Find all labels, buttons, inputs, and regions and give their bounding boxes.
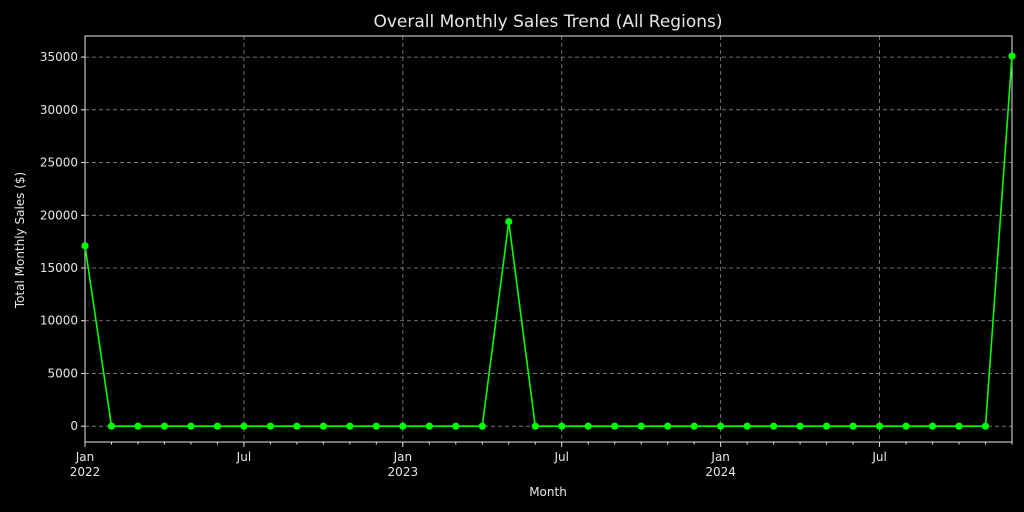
data-point bbox=[770, 422, 778, 430]
data-point bbox=[107, 422, 116, 430]
series-layer bbox=[81, 52, 1016, 430]
data-point bbox=[849, 422, 857, 430]
data-point bbox=[928, 422, 937, 430]
y-axis-label: Total Monthly Sales ($) bbox=[13, 172, 27, 309]
y-tick-label: 15000 bbox=[40, 261, 78, 275]
x-tick-label: Jul bbox=[554, 450, 569, 464]
grid-lines bbox=[84, 36, 1012, 442]
x-axis-label: Month bbox=[529, 485, 567, 499]
x-tick-year-label: 2023 bbox=[388, 465, 419, 479]
data-point bbox=[584, 422, 592, 430]
x-tick-label: Jan bbox=[393, 450, 413, 464]
chart-title: Overall Monthly Sales Trend (All Regions… bbox=[373, 12, 722, 32]
data-point bbox=[319, 422, 327, 430]
data-point bbox=[717, 422, 725, 430]
data-point bbox=[134, 422, 142, 430]
y-tick-label: 35000 bbox=[40, 50, 78, 64]
data-point bbox=[266, 422, 274, 430]
x-tick-year-label: 2024 bbox=[705, 465, 736, 479]
data-point bbox=[637, 422, 645, 430]
x-tick-year-label: 2022 bbox=[70, 465, 101, 479]
data-point bbox=[346, 422, 354, 430]
y-tick-label: 5000 bbox=[47, 366, 78, 380]
y-tick-label: 25000 bbox=[40, 156, 78, 170]
data-point bbox=[1008, 52, 1016, 60]
data-point bbox=[690, 422, 698, 430]
data-point bbox=[611, 422, 619, 430]
data-point bbox=[213, 422, 222, 430]
data-point bbox=[372, 422, 380, 430]
y-tick-label: 10000 bbox=[40, 314, 78, 328]
y-tick-label: 0 bbox=[70, 419, 78, 433]
y-tick-label: 20000 bbox=[40, 208, 78, 222]
data-point bbox=[240, 422, 248, 430]
data-point bbox=[478, 422, 486, 430]
data-point bbox=[452, 422, 460, 430]
data-point bbox=[187, 422, 195, 430]
data-point bbox=[425, 422, 433, 430]
data-point bbox=[955, 422, 963, 430]
data-point bbox=[902, 422, 910, 430]
data-point bbox=[81, 242, 89, 250]
data-point bbox=[823, 422, 831, 430]
data-point bbox=[981, 422, 990, 430]
x-tick-label: Jul bbox=[236, 450, 251, 464]
data-point bbox=[664, 422, 672, 430]
y-tick-label: 30000 bbox=[40, 103, 78, 117]
data-point bbox=[293, 422, 301, 430]
data-point bbox=[558, 422, 566, 430]
axes: 05000100001500020000250003000035000Jan20… bbox=[40, 35, 1013, 479]
data-point bbox=[743, 422, 751, 430]
x-tick-label: Jul bbox=[871, 450, 886, 464]
x-tick-label: Jan bbox=[75, 450, 95, 464]
data-point bbox=[399, 422, 407, 430]
data-point bbox=[160, 422, 169, 430]
plot-frame bbox=[84, 35, 1013, 443]
data-point bbox=[505, 218, 513, 226]
series-line bbox=[84, 55, 1013, 427]
data-point bbox=[531, 422, 539, 430]
x-tick-label: Jan bbox=[710, 450, 730, 464]
data-point bbox=[875, 422, 884, 430]
data-point bbox=[796, 422, 804, 430]
